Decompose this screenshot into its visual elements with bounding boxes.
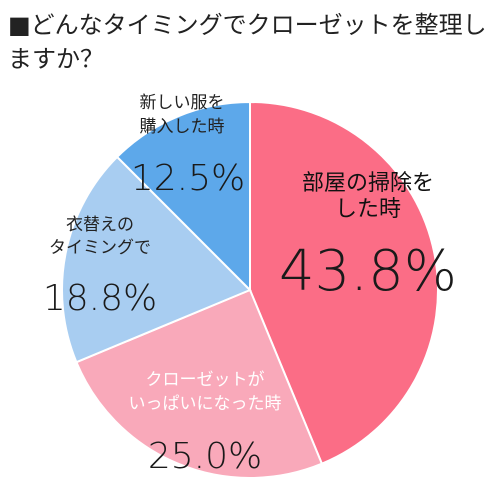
slice-value-label-0: 43.8% <box>279 239 457 304</box>
slice-value-label-3: 12.5% <box>131 158 245 199</box>
slice-label-2-line-1: タイミングで <box>49 238 151 258</box>
chart-title: ■どんなタイミングでクローゼットを整理しますか？ <box>8 11 487 73</box>
slice-label-1-line-0: クローゼットが <box>146 370 265 390</box>
slice-label-1-line-1: いっぱいになった時 <box>129 394 282 414</box>
slice-label-0-line-1: した時 <box>335 197 401 222</box>
slice-value-label-1: 25.0% <box>148 436 262 477</box>
pie-slice-0 <box>249 100 439 466</box>
slice-label-3-line-1: 購入した時 <box>140 117 225 137</box>
slice-value-label-2: 18.8% <box>43 278 157 319</box>
slice-label-0-line-0: 部屋の掃除を <box>302 171 434 196</box>
pie-slice-2 <box>61 155 252 364</box>
pie-slice-3 <box>115 100 251 293</box>
slice-label-3-line-0: 新しい服を <box>140 93 225 113</box>
slice-label-2-line-0: 衣替えの <box>66 215 134 235</box>
